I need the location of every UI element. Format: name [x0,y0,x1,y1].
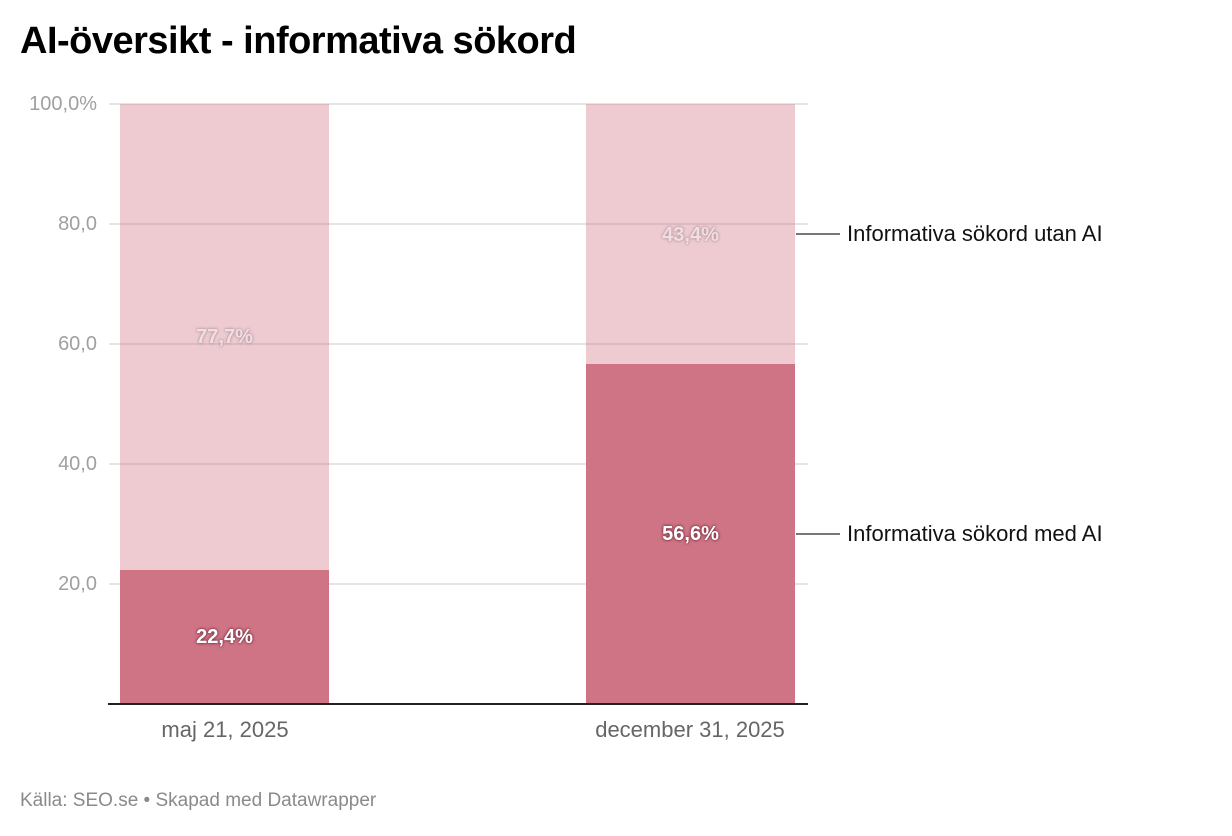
segment-with-ai[interactable]: 22,4% [120,570,329,704]
gridline-80 [109,223,808,225]
segment-without-ai[interactable]: 43,4% [586,104,795,364]
x-tick-label: maj 21, 2025 [161,717,289,742]
chart-title: AI-översikt - informativa sökord [20,20,577,62]
legend-connector-line [796,233,840,235]
stacked-bar-december-2025[interactable]: 43,4% 56,6% [586,104,795,704]
x-tick-label: december 31, 2025 [595,717,785,742]
x-axis-baseline [108,703,808,705]
gridline-20 [109,583,808,585]
gridline-60 [109,343,808,345]
segment-without-ai[interactable]: 77,7% [120,104,329,570]
y-tick-label: 80,0 [58,213,97,235]
gridline-40 [109,463,808,465]
segment-with-ai[interactable]: 56,6% [586,364,795,704]
value-label: 56,6% [662,523,719,545]
legend-label-without-ai: Informativa sökord utan AI [847,221,1103,246]
value-label: 77,7% [196,326,253,348]
y-tick-label: 20,0 [58,573,97,595]
value-label: 43,4% [662,224,719,246]
legend-connector-line [796,533,840,535]
gridline-100 [109,103,808,105]
legend-label-with-ai: Informativa sökord med AI [847,521,1103,546]
y-tick-label: 40,0 [58,453,97,475]
y-tick-label: 100,0% [29,93,97,115]
y-tick-label: 60,0 [58,333,97,355]
stacked-bar-maj-2025[interactable]: 77,7% 22,4% [120,104,329,704]
value-label: 22,4% [196,626,253,648]
source-footer: Källa: SEO.se • Skapad med Datawrapper [20,790,377,811]
